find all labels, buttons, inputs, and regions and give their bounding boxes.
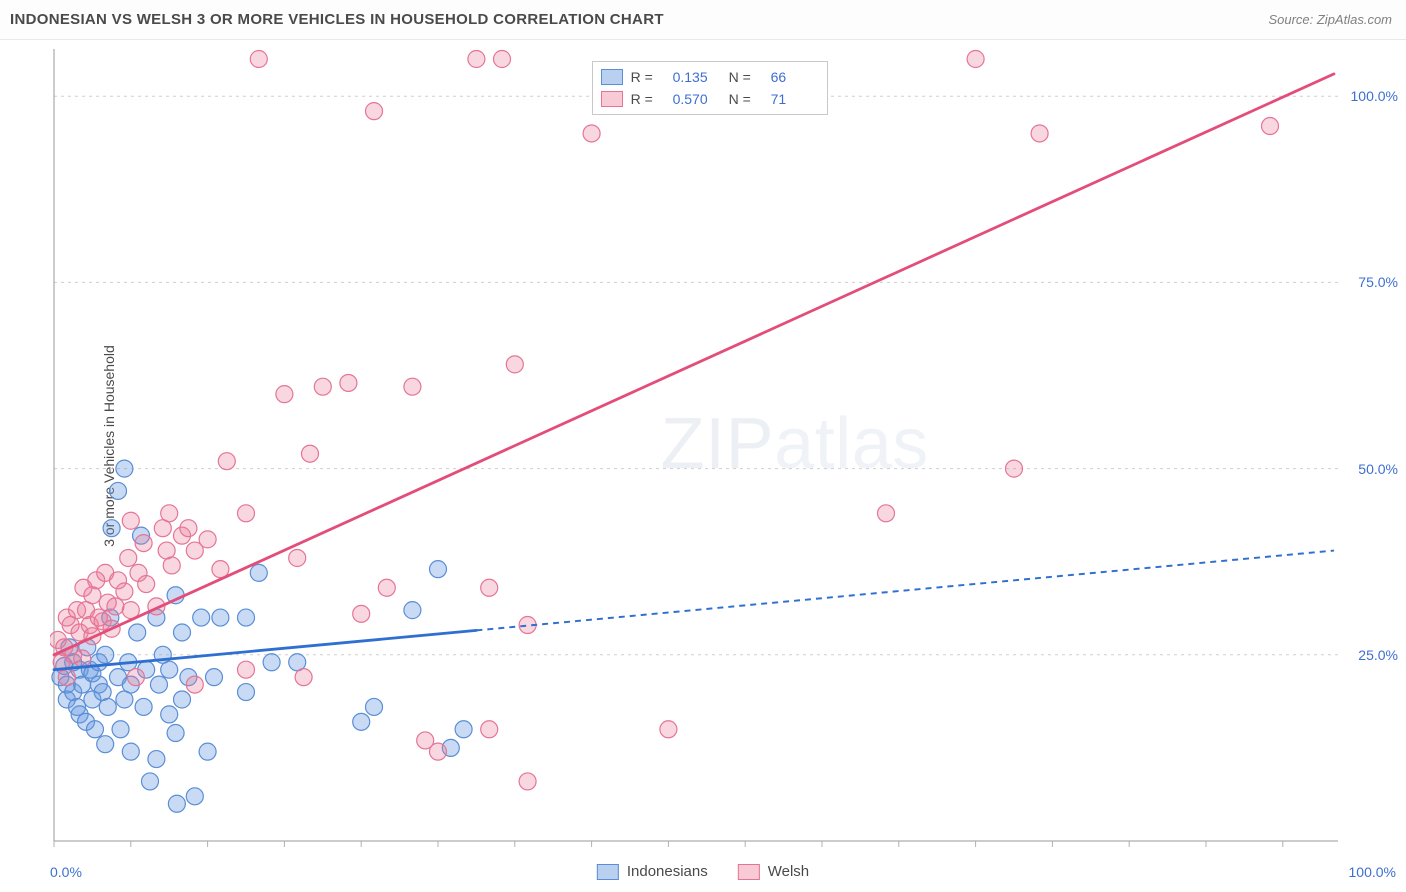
legend-bottom: Indonesians Welsh [597,863,809,880]
legend-top-row: R = 0.570 N = 71 [601,88,819,110]
legend-top-row: R = 0.135 N = 66 [601,66,819,88]
chart-header: INDONESIAN VS WELSH 3 OR MORE VEHICLES I… [0,0,1406,40]
y-tick-label: 25.0% [1358,647,1398,663]
x-axis-min-label: 0.0% [50,864,82,880]
y-tick-label: 100.0% [1351,88,1398,104]
y-tick-label: 50.0% [1358,461,1398,477]
y-tick-label: 75.0% [1358,274,1398,290]
legend-series-name: Welsh [768,863,809,880]
x-axis-max-label: 100.0% [1349,864,1396,880]
legend-n-value: 71 [771,91,819,107]
legend-r-value: 0.135 [673,69,721,85]
legend-r-value: 0.570 [673,91,721,107]
legend-n-label: N = [729,91,763,107]
plot-area: ZIPatlas R =0.135N =66R =0.570N =71 25.0… [50,41,1404,847]
legend-n-value: 66 [771,69,819,85]
legend-series-name: Indonesians [627,863,708,880]
legend-n-label: N = [729,69,763,85]
legend-bottom-item: Welsh [738,863,809,880]
legend-swatch [597,864,619,880]
legend-bottom-item: Indonesians [597,863,708,880]
legend-swatch [601,69,623,85]
legend-swatch [601,91,623,107]
legend-top: R = 0.135 N = 66 R = 0.570 N = 71 [592,61,828,115]
chart-svg [50,41,1404,847]
legend-r-label: R = [631,69,665,85]
chart-title: INDONESIAN VS WELSH 3 OR MORE VEHICLES I… [10,11,664,28]
chart-source: Source: ZipAtlas.com [1268,12,1392,27]
legend-r-label: R = [631,91,665,107]
legend-swatch [738,864,760,880]
